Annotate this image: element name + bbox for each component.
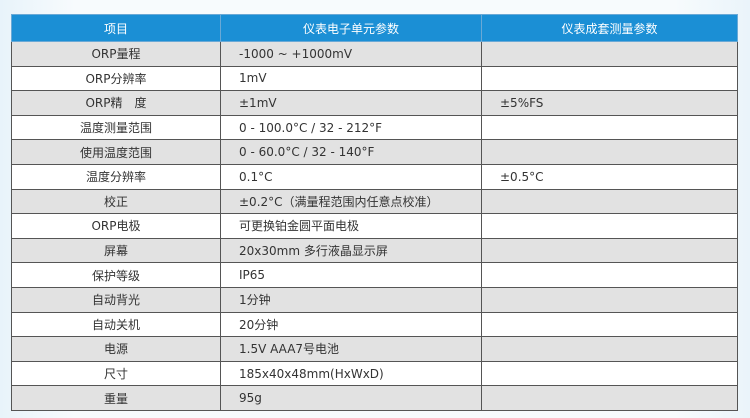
table-row: ORP电极 可更换铂金圆平面电极	[11, 213, 738, 239]
item-cell: ORP电极	[11, 213, 221, 239]
set-param-cell	[481, 188, 738, 215]
item-cell: ORP量程	[11, 41, 221, 67]
table-row: 自动背光 1分钟	[11, 286, 738, 313]
item-cell: ORP分辨率	[11, 65, 221, 92]
unit-param-cell: 0.1°C	[220, 163, 482, 190]
item-cell: 自动关机	[11, 311, 221, 338]
item-cell: 温度分辨率	[11, 163, 221, 190]
unit-param-cell: 0 - 60.0°C / 32 - 140°F	[220, 139, 482, 165]
table-row: 屏幕 20x30mm 多行液晶显示屏	[11, 237, 738, 264]
item-cell: 重量	[11, 385, 221, 411]
item-cell: 电源	[11, 336, 221, 362]
unit-param-cell: -1000 ~ +1000mV	[220, 41, 482, 67]
set-param-cell	[481, 65, 738, 92]
header-item: 项目	[11, 14, 221, 42]
table-row: ORP分辨率 1mV	[11, 65, 738, 92]
unit-param-cell: 1分钟	[220, 286, 482, 313]
table-row: 重量 95g	[11, 385, 738, 411]
set-param-cell	[481, 237, 738, 264]
header-unit-params: 仪表电子单元参数	[220, 14, 482, 42]
item-cell: 自动背光	[11, 286, 221, 313]
item-cell: 尺寸	[11, 360, 221, 387]
set-param-cell	[481, 262, 738, 288]
unit-param-cell: IP65	[220, 262, 482, 288]
table-row: 自动关机 20分钟	[11, 311, 738, 338]
item-cell: 屏幕	[11, 237, 221, 264]
header-row: 项目 仪表电子单元参数 仪表成套测量参数	[11, 14, 738, 42]
set-param-cell	[481, 336, 738, 362]
set-param-cell	[481, 41, 738, 67]
item-cell: 使用温度范围	[11, 139, 221, 165]
set-param-cell: ±0.5°C	[481, 163, 738, 190]
table-row: ORP精 度 ±1mV ±5%FS	[11, 90, 738, 116]
header-set-params: 仪表成套测量参数	[481, 14, 738, 42]
unit-param-cell: 20x30mm 多行液晶显示屏	[220, 237, 482, 264]
item-cell: ORP精 度	[11, 90, 221, 116]
unit-param-cell: ±1mV	[220, 90, 482, 116]
table-row: 温度分辨率 0.1°C ±0.5°C	[11, 163, 738, 190]
set-param-cell	[481, 139, 738, 165]
set-param-cell	[481, 385, 738, 411]
set-param-cell	[481, 311, 738, 338]
item-cell: 校正	[11, 188, 221, 215]
set-param-cell: ±5%FS	[481, 90, 738, 116]
table-row: ORP量程 -1000 ~ +1000mV	[11, 41, 738, 67]
unit-param-cell: 1mV	[220, 65, 482, 92]
set-param-cell	[481, 360, 738, 387]
table-row: 电源 1.5V AAA7号电池	[11, 336, 738, 362]
table-row: 校正 ±0.2°C（满量程范围内任意点校准）	[11, 188, 738, 215]
set-param-cell	[481, 213, 738, 239]
table-row: 使用温度范围 0 - 60.0°C / 32 - 140°F	[11, 139, 738, 165]
table-row: 温度测量范围 0 - 100.0°C / 32 - 212°F	[11, 114, 738, 141]
spec-table: 项目 仪表电子单元参数 仪表成套测量参数 ORP量程 -1000 ~ +1000m…	[11, 14, 738, 411]
unit-param-cell: 185x40x48mm(HxWxD)	[220, 360, 482, 387]
table-row: 尺寸 185x40x48mm(HxWxD)	[11, 360, 738, 387]
unit-param-cell: 1.5V AAA7号电池	[220, 336, 482, 362]
set-param-cell	[481, 114, 738, 141]
unit-param-cell: 0 - 100.0°C / 32 - 212°F	[220, 114, 482, 141]
table-row: 保护等级 IP65	[11, 262, 738, 288]
unit-param-cell: 可更换铂金圆平面电极	[220, 213, 482, 239]
set-param-cell	[481, 286, 738, 313]
item-cell: 温度测量范围	[11, 114, 221, 141]
item-cell: 保护等级	[11, 262, 221, 288]
unit-param-cell: 20分钟	[220, 311, 482, 338]
unit-param-cell: 95g	[220, 385, 482, 411]
unit-param-cell: ±0.2°C（满量程范围内任意点校准）	[220, 188, 482, 215]
